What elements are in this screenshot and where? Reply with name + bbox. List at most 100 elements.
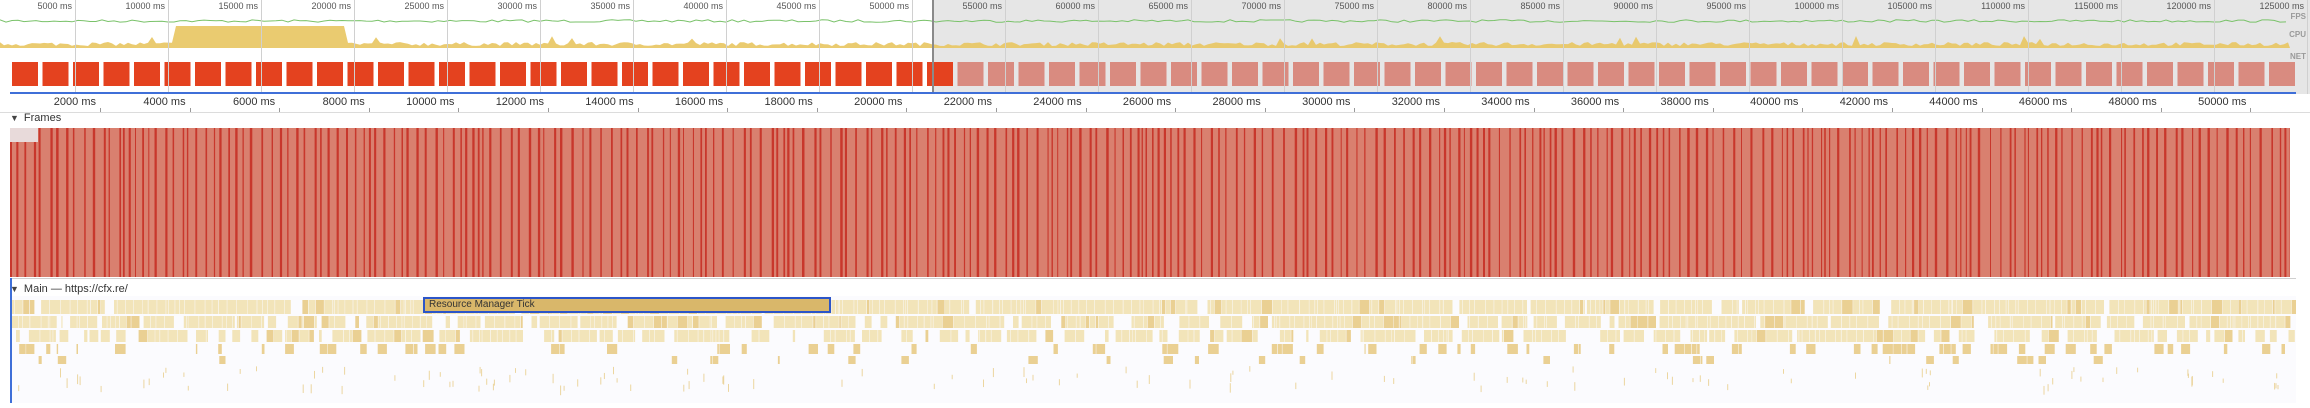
flame-event: [1596, 316, 1601, 328]
flame-event: [830, 330, 835, 342]
flame-event: [1029, 330, 1037, 342]
frames-first-frame[interactable]: [10, 128, 38, 142]
flame-event: [1492, 330, 1500, 342]
net-frame-block: [195, 62, 221, 86]
frame-bar: [1153, 128, 1158, 277]
flame-event: [53, 330, 56, 342]
frame-bar: [1297, 128, 1303, 277]
flame-event: [1438, 344, 1447, 354]
frame-bar: [1139, 128, 1142, 277]
collapse-triangle-icon[interactable]: ▼: [10, 284, 19, 294]
main-ruler-tick: [1444, 108, 1445, 112]
main-ruler-tick-label: 40000 ms: [1750, 96, 1799, 108]
flame-event: [1207, 300, 1211, 314]
selected-event-resource-manager-tick[interactable]: [423, 297, 831, 313]
flame-event: [2027, 300, 2036, 314]
overview-gridline: [1284, 0, 1285, 100]
flame-event: [1600, 300, 1603, 314]
flame-event: [1801, 300, 1805, 314]
timeline-overview[interactable]: FPS CPU NET 5000 ms 10000 ms 15000 ms 20000…: [0, 0, 2310, 100]
flame-event: [1923, 300, 1932, 314]
flame-event: [1656, 330, 1666, 342]
flame-event: [310, 384, 312, 394]
frame-bar: [1813, 128, 1821, 277]
main-ruler-tick-label: 46000 ms: [2018, 96, 2068, 108]
flame-event: [151, 316, 156, 328]
flame-event: [389, 316, 396, 328]
frame-bar: [821, 128, 831, 277]
flame-event: [1187, 300, 1198, 314]
flame-event: [1276, 316, 1280, 328]
main-thread-flame-chart[interactable]: [10, 296, 2301, 403]
flame-event: [452, 380, 454, 387]
frames-section-header[interactable]: ▼ Frames: [10, 110, 61, 126]
flame-event: [238, 316, 241, 328]
flame-event: [314, 370, 315, 379]
frame-bar: [444, 128, 453, 277]
flame-event: [1996, 316, 2000, 328]
flame-event: [367, 330, 375, 342]
net-frame-block: [286, 62, 313, 86]
frame-bar: [887, 128, 895, 277]
frame-bar: [1991, 128, 2001, 277]
flame-event: [1045, 330, 1054, 342]
frames-bars: [12, 128, 2290, 277]
flame-event: [2126, 316, 2135, 328]
collapse-triangle-icon[interactable]: ▼: [10, 113, 19, 123]
flame-event: [1618, 316, 1626, 328]
frame-bar: [403, 128, 407, 277]
flame-event: [119, 316, 126, 328]
flame-event: [823, 316, 829, 328]
flame-event: [773, 316, 785, 328]
flame-event: [1909, 316, 1918, 328]
flame-event: [848, 356, 856, 364]
main-section-header[interactable]: ▼ Main — https://cfx.re/: [10, 281, 128, 297]
frame-bar: [197, 128, 206, 277]
flame-event: [2233, 316, 2235, 328]
flame-event: [394, 375, 396, 381]
flame-event: [2274, 382, 2276, 390]
frame-bar: [2029, 128, 2037, 277]
net-frame-block: [1049, 62, 1075, 86]
frame-bar: [1641, 128, 1649, 277]
frame-bar: [1478, 128, 1483, 277]
flame-event: [2102, 377, 2104, 383]
flame-event: [509, 374, 511, 383]
overview-selection-handle[interactable]: [932, 0, 934, 100]
flame-event: [298, 316, 302, 328]
flame-event: [1671, 376, 1673, 385]
flame-event: [1558, 330, 1566, 342]
net-frame-block: [1903, 62, 1929, 86]
flame-event: [2224, 330, 2233, 342]
flame-event: [482, 330, 490, 342]
flame-event: [1797, 330, 1799, 342]
flame-event: [1731, 344, 1739, 354]
flame-event: [984, 300, 993, 314]
flame-event: [332, 330, 344, 342]
frame-bar: [1708, 128, 1713, 277]
overview-gridline: [2214, 0, 2215, 100]
net-frame-block: [2055, 62, 2082, 86]
flame-event: [1774, 300, 1784, 314]
flame-event: [549, 316, 560, 328]
flame-event: [1331, 371, 1333, 380]
flame-event: [1233, 300, 1241, 314]
flame-event: [2227, 316, 2230, 328]
flame-event: [654, 316, 662, 328]
flame-event: [1410, 316, 1417, 328]
flame-event: [1162, 344, 1167, 354]
frames-track[interactable]: [10, 128, 2290, 277]
frame-bar: [1142, 128, 1146, 277]
flame-event: [324, 300, 333, 314]
flame-event: [1360, 330, 1362, 342]
frame-bar: [221, 128, 229, 277]
flame-event: [880, 316, 888, 328]
flame-event: [267, 316, 277, 328]
frame-bar: [376, 128, 384, 277]
flame-event: [50, 330, 53, 342]
flame-event: [838, 300, 840, 314]
flame-event: [1372, 300, 1379, 314]
flame-event: [2010, 316, 2012, 328]
frame-bar: [1490, 128, 1499, 277]
flame-event: [1461, 330, 1469, 342]
